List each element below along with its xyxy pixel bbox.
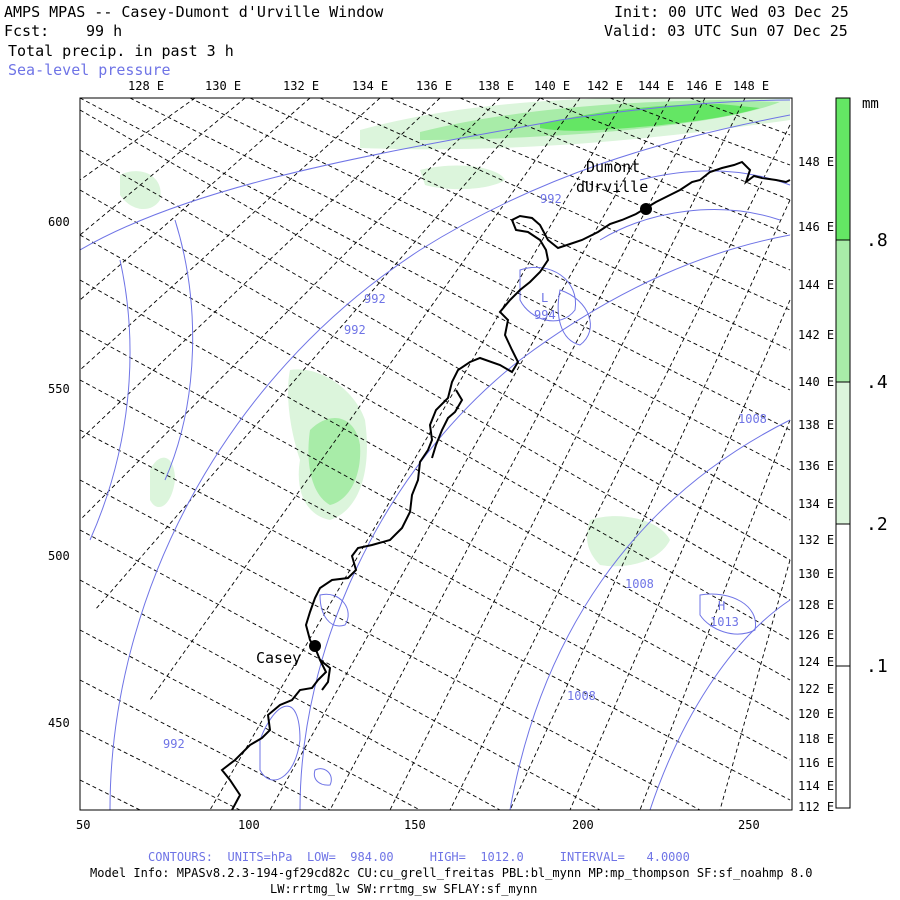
colorbar-label-0.2: .2	[866, 514, 888, 535]
left-axis-labels: 600 550 500 450	[48, 215, 70, 730]
top-lon-label: 132 E	[283, 79, 319, 93]
top-lon-label: 136 E	[416, 79, 452, 93]
right-lon-label: 142 E	[798, 328, 834, 342]
lonlat-grid	[80, 98, 791, 810]
colorbar-unit: mm	[862, 96, 879, 112]
left-grid-label: 500	[48, 549, 70, 563]
right-lon-label: 120 E	[798, 707, 834, 721]
colorbar-swatch-light	[835, 381, 851, 525]
bottom-grid-label: 250	[738, 818, 760, 832]
top-axis-labels: 128 E 130 E 132 E 134 E 136 E 138 E 140 …	[128, 79, 769, 93]
right-lon-label: 134 E	[798, 497, 834, 511]
forecast-hour: 99 h	[86, 22, 123, 40]
colorbar-label-0.1: .1	[866, 656, 888, 677]
top-lon-label: 142 E	[587, 79, 623, 93]
right-lon-label: 132 E	[798, 533, 834, 547]
bottom-axis-labels: 50 100 150 200 250	[76, 818, 760, 832]
colorbar-label-0.8: .8	[866, 230, 888, 251]
top-lon-label: 144 E	[638, 79, 674, 93]
right-lon-label: 136 E	[798, 459, 834, 473]
contour-label: 994	[534, 308, 556, 322]
top-lon-label: 140 E	[534, 79, 570, 93]
precip-cell-se	[587, 516, 670, 567]
right-lon-label: 140 E	[798, 375, 834, 389]
right-lon-label: 116 E	[798, 756, 834, 770]
casey-label: Casey	[256, 649, 301, 667]
precip-shading	[120, 98, 790, 567]
contour-label: 1013	[710, 615, 739, 629]
contour-label: 992	[344, 323, 366, 337]
contour-label: L	[541, 291, 548, 305]
contour-label: 992	[364, 292, 386, 306]
contour-label: 992	[540, 192, 562, 206]
top-lon-label: 138 E	[478, 79, 514, 93]
contour-label: H	[718, 599, 725, 613]
precip-cell-west	[120, 171, 161, 210]
colorbar-swatch-mid	[835, 239, 851, 383]
right-lon-label: 148 E	[798, 155, 834, 169]
bottom-grid-label: 200	[572, 818, 594, 832]
right-lon-label: 130 E	[798, 567, 834, 581]
right-lon-label: 126 E	[798, 628, 834, 642]
left-grid-label: 600	[48, 215, 70, 229]
bottom-grid-label: 150	[404, 818, 426, 832]
top-lon-label: 130 E	[205, 79, 241, 93]
init-time: Init: 00 UTC Wed 03 Dec 25	[614, 3, 849, 21]
right-lon-label: 138 E	[798, 418, 834, 432]
left-grid-label: 550	[48, 382, 70, 396]
overlay-name: Sea-level pressure	[8, 61, 171, 79]
model-info-line2: LW:rrtmg_lw SW:rrtmg_sw SFLAY:sf_mynn	[270, 882, 538, 896]
forecast-label: Fcst:	[4, 22, 50, 40]
dumont-durville-station[interactable]	[640, 203, 652, 215]
left-grid-label: 450	[48, 716, 70, 730]
contour-label: 1008	[567, 689, 596, 703]
valid-time: Valid: 03 UTC Sun 07 Dec 25	[604, 22, 848, 40]
right-lon-label: 118 E	[798, 732, 834, 746]
contour-label: 992	[163, 737, 185, 751]
right-lon-label: 144 E	[798, 278, 834, 292]
right-lon-label: 112 E	[798, 800, 834, 814]
coastline	[220, 160, 791, 810]
field-name: Total precip. in past 3 h	[8, 42, 234, 60]
right-lon-label: 128 E	[798, 598, 834, 612]
map-frame	[79, 97, 793, 811]
casey-station[interactable]	[309, 640, 321, 652]
model-info-line1: Model Info: MPASv8.2.3-194-gf29cd82c CU:…	[90, 866, 813, 880]
contour-info: CONTOURS: UNITS=hPa LOW= 984.00 HIGH= 10…	[148, 850, 690, 864]
colorbar-swatch-trace	[835, 523, 851, 667]
right-axis-labels: 148 E 146 E 144 E 142 E 140 E 138 E 136 …	[798, 155, 834, 814]
precip-band-north-heavy	[540, 104, 760, 131]
colorbar-swatch-none	[835, 665, 851, 809]
dumont-label-line1: Dumont	[586, 158, 640, 176]
dumont-label-line2: dUrville	[576, 178, 648, 196]
right-lon-label: 146 E	[798, 220, 834, 234]
right-lon-label: 114 E	[798, 779, 834, 793]
contour-label: 1008	[625, 577, 654, 591]
bottom-grid-label: 100	[238, 818, 260, 832]
top-lon-label: 128 E	[128, 79, 164, 93]
colorbar-swatch-heavy	[835, 97, 851, 241]
bottom-grid-label: 50	[76, 818, 90, 832]
colorbar-label-0.4: .4	[866, 372, 888, 393]
precip-cell-coast	[420, 165, 505, 190]
top-lon-label: 146 E	[686, 79, 722, 93]
colorbar: mm .8 .4 .2 .1	[835, 96, 888, 809]
map-title: AMPS MPAS -- Casey-Dumont d'Urville Wind…	[4, 3, 384, 21]
slp-contours	[80, 99, 791, 810]
precip-cell-mid-core	[308, 418, 361, 505]
right-lon-label: 122 E	[798, 682, 834, 696]
right-lon-label: 124 E	[798, 655, 834, 669]
contour-labels: 992 992 992 L 994 1008 1008 1008 H 1013 …	[163, 192, 767, 751]
contour-label: 1008	[738, 412, 767, 426]
top-lon-label: 134 E	[352, 79, 388, 93]
top-lon-label: 148 E	[733, 79, 769, 93]
